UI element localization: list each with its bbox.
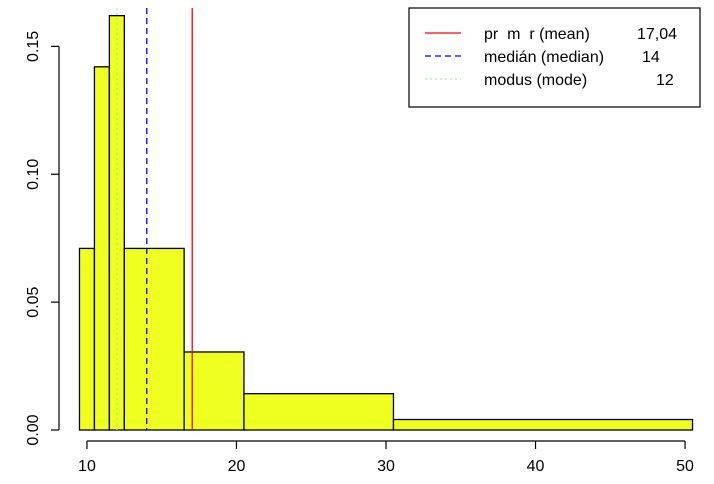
legend-label-2: medián (median) [484,49,604,66]
histogram-bar-5 [183,351,245,431]
x-tick-label: 20 [228,458,246,475]
histogram-bar-3 [108,15,125,431]
y-tick-label: 0.05 [25,286,42,317]
x-tick-label: 30 [377,458,395,475]
y-tick-label: 0.10 [25,159,42,190]
histogram-bar-7 [392,418,694,431]
x-tick-label: 40 [527,458,545,475]
x-tick-label: 10 [78,458,96,475]
histogram-bar-6 [243,393,395,431]
x-axis: 10 20 30 40 50 [78,440,694,475]
histogram-bar-1 [78,247,96,431]
legend-label-3: modus (mode) [484,72,587,89]
legend: pr m r (mean) 17,04 medián (median) 14 modus… [408,7,701,108]
histogram-bar-4 [123,247,185,431]
x-tick-label: 50 [676,458,694,475]
y-tick-label: 0.15 [25,31,42,62]
legend-label-1: pr m r (mean) [484,26,590,43]
legend-value-1: 17,04 [637,26,677,43]
legend-value-2: 14 [642,49,660,66]
legend-box [408,7,701,108]
histogram-bars [78,15,694,431]
y-tick-label: 0.00 [25,414,42,445]
reference-lines [116,8,193,430]
histogram-bar-2 [93,66,111,431]
y-axis: 0.00 0.05 0.10 0.15 [25,31,60,446]
legend-value-3: 12 [656,72,674,89]
